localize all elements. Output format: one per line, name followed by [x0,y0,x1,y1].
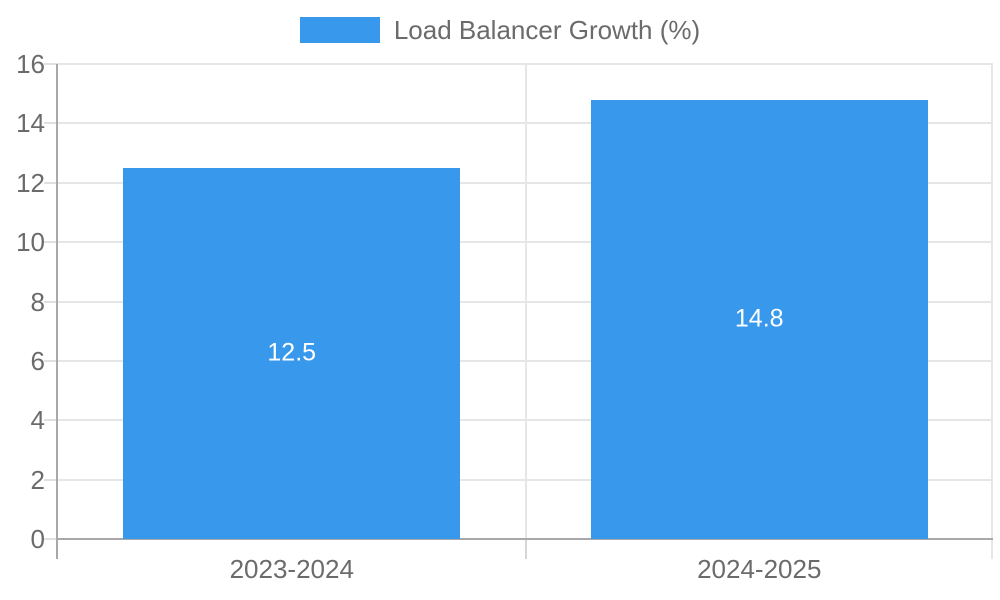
y-tickmark [44,63,58,65]
y-tick-label: 12 [16,167,45,198]
y-tick-label: 14 [16,108,45,139]
y-tickmark [44,122,58,125]
plot-area: 12.5 14.8 [44,63,993,559]
bar-value-label: 14.8 [734,304,784,333]
legend[interactable]: Load Balancer Growth (%) [0,14,1000,46]
y-tick-label: 2 [30,464,45,495]
y-axis-line [56,64,58,559]
category-gridline [524,64,527,539]
plot-right-border [991,64,993,559]
y-tick-label: 16 [16,49,45,79]
x-axis-line [58,538,993,540]
x-tick-label: 2024-2025 [697,554,822,584]
category-tickmark [524,539,527,559]
y-tick-label: 6 [30,345,45,376]
y-tickmark [44,419,58,422]
legend-swatch-icon [299,17,380,43]
y-tick-label: 0 [30,524,45,554]
y-tickmark [44,300,58,303]
y-tick-label: 8 [30,286,45,317]
y-tick-label: 4 [30,405,45,436]
legend-label: Load Balancer Growth (%) [393,14,701,45]
y-tickmark [44,478,58,481]
y-tick-label: 10 [16,227,45,258]
y-tickmark [44,241,58,244]
bar[interactable]: 12.5 [123,167,461,539]
y-tickmark [44,359,58,362]
y-tickmark [44,538,58,540]
bar-value-label: 12.5 [267,338,317,367]
y-tickmark [44,181,58,184]
bar[interactable]: 14.8 [590,99,928,539]
x-tick-label: 2023-2024 [229,554,354,584]
